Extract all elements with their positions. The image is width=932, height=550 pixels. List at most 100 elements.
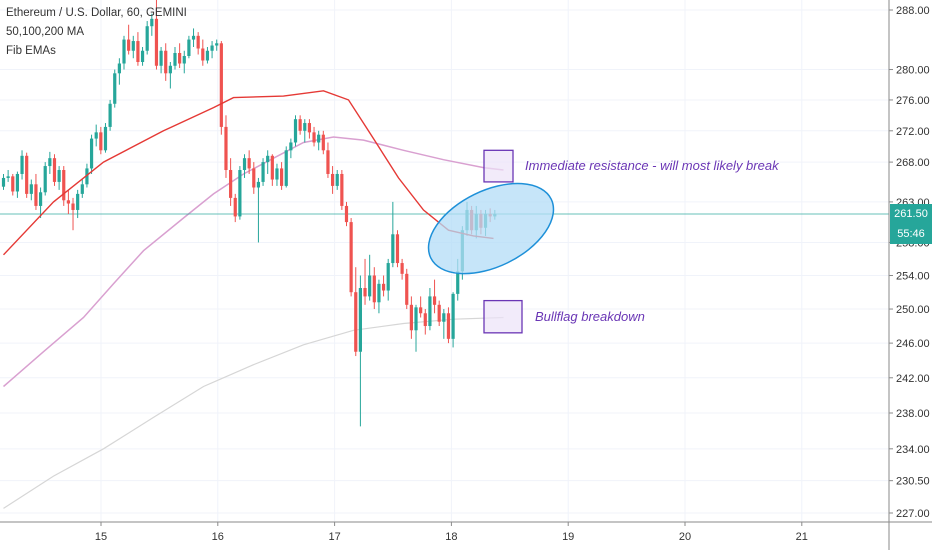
candle-up: [205, 47, 210, 64]
candle-body: [270, 155, 274, 180]
candle-body: [113, 73, 117, 104]
time-tick-label: 16: [212, 531, 224, 543]
candle-down: [154, 0, 159, 70]
candle-body: [437, 304, 441, 322]
candle-body: [85, 168, 89, 185]
candle-down: [321, 130, 325, 155]
ma50-path: [2, 90, 494, 256]
candle-body: [233, 197, 237, 217]
candle-up: [335, 170, 339, 190]
study-fib-ema-label[interactable]: Fib EMAs: [6, 45, 56, 57]
symbol-title[interactable]: Ethereum / U.S. Dollar, 60, GEMINI: [6, 7, 187, 19]
bullflag-box: [483, 299, 523, 334]
candle-body: [335, 173, 339, 186]
candle-body: [266, 155, 270, 163]
candle-up: [43, 162, 47, 196]
candle-up: [168, 62, 172, 89]
candle-up: [187, 35, 191, 59]
candle-down: [34, 173, 38, 210]
candle-body: [321, 134, 325, 151]
candle-body: [43, 166, 47, 193]
candle-up: [113, 69, 117, 108]
time-tick-label: 19: [562, 531, 574, 543]
chart-grid: [0, 0, 889, 522]
candle-down: [127, 24, 131, 55]
candle-down: [330, 166, 335, 194]
candle-body: [164, 50, 168, 74]
candle-up: [122, 35, 126, 70]
candle-down: [233, 193, 237, 223]
candle-down: [437, 300, 441, 327]
candle-down: [419, 296, 423, 318]
candle-body: [210, 45, 214, 51]
candle-body: [400, 263, 404, 274]
candle-body: [307, 123, 312, 133]
ma200-path: [3, 316, 504, 509]
candle-up: [76, 189, 80, 219]
price-tick-label: 288.00: [896, 5, 930, 17]
candle-body: [386, 263, 390, 291]
candle-down: [71, 197, 75, 231]
candle-body: [293, 119, 298, 143]
candle-up: [48, 151, 52, 174]
candle-body: [66, 200, 70, 204]
price-axis-bg: [889, 0, 932, 550]
candle-down: [229, 158, 233, 206]
candle-body: [122, 39, 126, 64]
user-drawings[interactable]: [414, 149, 568, 334]
candle-up: [414, 304, 418, 352]
price-tick-label: 280.00: [896, 65, 930, 77]
candle-body: [456, 271, 460, 294]
candle-body: [94, 132, 98, 139]
candle-up: [80, 179, 84, 198]
candle-body: [344, 205, 349, 223]
candle-up: [266, 150, 270, 174]
candle-up: [108, 99, 112, 131]
resistance-box: [483, 149, 514, 183]
candle-body: [312, 132, 316, 143]
time-tick-label: 17: [328, 531, 340, 543]
candle-up: [1, 173, 6, 190]
candle-up: [358, 275, 362, 427]
candle-down: [99, 126, 103, 155]
candle-down: [66, 189, 70, 214]
candle-down: [381, 275, 386, 297]
candle-body: [432, 296, 437, 305]
candle-body: [451, 293, 455, 339]
candle-body: [20, 155, 24, 174]
last-price-tag: 261.50: [890, 203, 932, 224]
candle-body: [330, 173, 335, 186]
candle-down: [344, 201, 349, 227]
candle-up: [140, 47, 145, 66]
candle-down: [349, 218, 353, 297]
price-tick-label: 242.00: [896, 373, 930, 385]
candle-down: [164, 43, 168, 81]
annotation-bullflag[interactable]: Bullflag breakdown: [535, 308, 645, 324]
candle-body: [145, 26, 149, 51]
candle-body: [428, 296, 432, 327]
candle-up: [29, 179, 33, 201]
candle-body: [1, 177, 6, 187]
candle-down: [201, 39, 205, 66]
candle-body: [340, 173, 344, 206]
candle-down: [219, 41, 223, 135]
price-tick-label: 254.00: [896, 270, 930, 282]
price-tick-label: 230.50: [896, 476, 930, 488]
price-tick-label: 276.00: [896, 95, 930, 107]
time-tick-label: 20: [679, 531, 691, 543]
candle-down: [432, 279, 437, 314]
study-ma-label[interactable]: 50,100,200 MA: [6, 26, 85, 38]
candle-body: [317, 134, 321, 143]
candle-down: [252, 162, 256, 194]
candle-up: [391, 201, 395, 268]
candle-up: [293, 115, 298, 147]
candle-body: [247, 158, 251, 169]
candle-body: [303, 123, 307, 131]
candle-up: [173, 47, 177, 70]
candle-body: [140, 50, 145, 63]
candle-up: [261, 158, 265, 186]
candle-up: [145, 21, 149, 55]
candle-up: [442, 309, 446, 339]
annotation-resistance[interactable]: Immediate resistance - will most likely …: [525, 158, 779, 174]
